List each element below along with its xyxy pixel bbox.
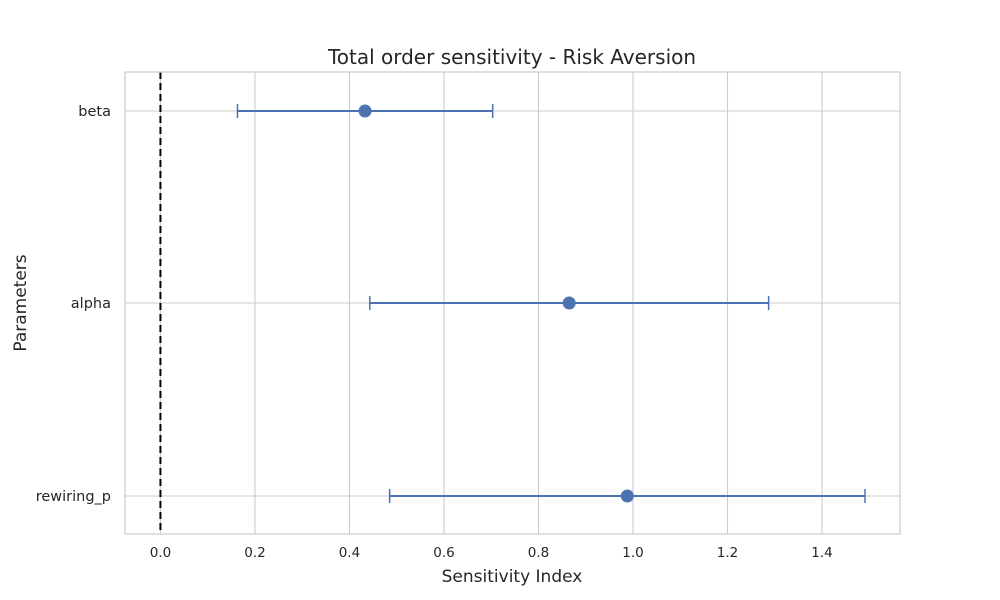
- chart-title: Total order sensitivity - Risk Aversion: [327, 45, 696, 69]
- x-tick-label: 1.0: [622, 545, 643, 561]
- y-tick-label: rewiring_p: [36, 489, 111, 505]
- plot-frame: [124, 71, 901, 535]
- x-tick-label: 1.4: [811, 545, 832, 561]
- y-tick-label: alpha: [71, 296, 111, 312]
- x-tick-label: 1.2: [717, 545, 738, 561]
- y-tick-labels: beta alpha rewiring_p: [36, 104, 111, 505]
- data-point-beta: [358, 104, 372, 118]
- x-tick-label: 0.2: [244, 545, 265, 561]
- y-axis-label: Parameters: [11, 254, 31, 351]
- x-tick-label: 0.8: [528, 545, 549, 561]
- x-tick-label: 0.0: [150, 545, 171, 561]
- x-tick-label: 0.4: [339, 545, 360, 561]
- data-point-rewiring_p: [620, 489, 634, 503]
- data-point-alpha: [562, 296, 576, 310]
- x-tick-labels: 0.0 0.2 0.4 0.6 0.8 1.0 1.2 1.4: [150, 545, 833, 561]
- x-axis-label: Sensitivity Index: [442, 567, 583, 587]
- y-tick-label: beta: [78, 104, 111, 120]
- x-tick-label: 0.6: [433, 545, 454, 561]
- data-points-group: [236, 104, 866, 503]
